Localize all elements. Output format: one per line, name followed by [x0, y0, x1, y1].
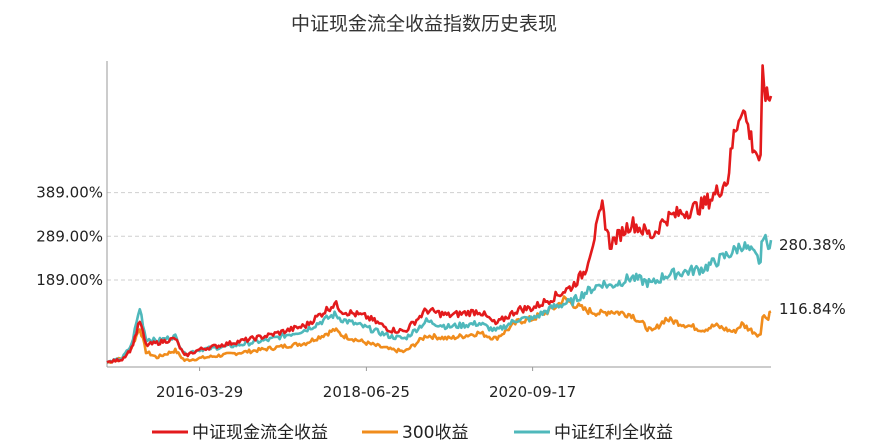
- gridlines: [107, 192, 771, 281]
- axes: [106, 61, 771, 368]
- x-tick-label: 2020-09-17: [489, 383, 576, 401]
- series-line-dividend: [106, 233, 773, 364]
- legend-item-cashflow: 中证现金流全收益: [152, 423, 328, 443]
- legend-label: 300收益: [402, 423, 468, 443]
- legend-item-dividend: 中证红利全收益: [514, 423, 673, 443]
- x-tick-label: 2018-06-25: [323, 383, 410, 401]
- legend-label: 中证红利全收益: [554, 423, 673, 443]
- y-tick-label: 189.00%: [36, 271, 103, 289]
- legend-label: 中证现金流全收益: [192, 423, 328, 443]
- series-lines: [106, 64, 773, 365]
- y-tick-label: 289.00%: [36, 227, 103, 245]
- series-line-cashflow: [106, 64, 773, 364]
- y-tick-label: 389.00%: [36, 184, 103, 202]
- chart-title: 中证现金流全收益指数历史表现: [291, 13, 557, 35]
- end-label-dividend: 280.38%: [779, 236, 846, 254]
- y-axis-ticks: 389.00% 289.00% 189.00%: [36, 184, 103, 289]
- legend: 中证现金流全收益 300收益 中证红利全收益: [152, 423, 673, 443]
- x-tick-label: 2016-03-29: [156, 383, 243, 401]
- x-axis-ticks: 2016-03-29 2018-06-25 2020-09-17: [156, 367, 576, 401]
- end-label-csi300: 116.84%: [779, 300, 846, 318]
- legend-item-csi300: 300收益: [362, 423, 468, 443]
- series-line-csi300: [106, 295, 772, 365]
